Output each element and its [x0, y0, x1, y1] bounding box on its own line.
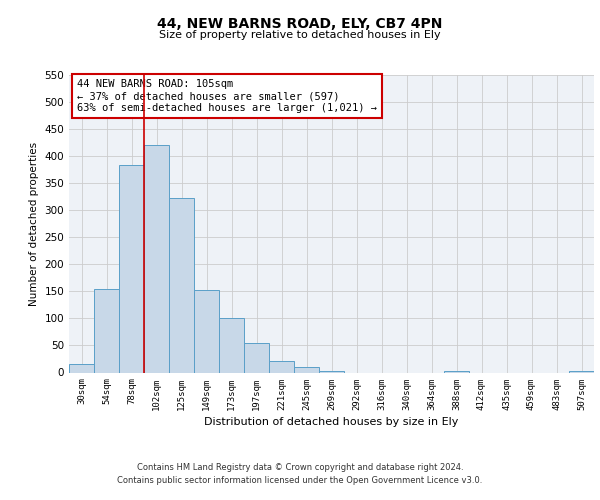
Bar	[169, 198, 194, 372]
Bar	[219, 318, 244, 372]
Bar	[294, 366, 319, 372]
Bar	[194, 290, 219, 372]
Bar	[244, 344, 269, 372]
Text: 44 NEW BARNS ROAD: 105sqm
← 37% of detached houses are smaller (597)
63% of semi: 44 NEW BARNS ROAD: 105sqm ← 37% of detac…	[77, 80, 377, 112]
Y-axis label: Number of detached properties: Number of detached properties	[29, 142, 39, 306]
Text: 44, NEW BARNS ROAD, ELY, CB7 4PN: 44, NEW BARNS ROAD, ELY, CB7 4PN	[157, 18, 443, 32]
Bar	[269, 360, 294, 372]
X-axis label: Distribution of detached houses by size in Ely: Distribution of detached houses by size …	[205, 416, 458, 426]
Text: Contains public sector information licensed under the Open Government Licence v3: Contains public sector information licen…	[118, 476, 482, 485]
Bar	[69, 364, 94, 372]
Bar	[144, 146, 169, 372]
Text: Contains HM Land Registry data © Crown copyright and database right 2024.: Contains HM Land Registry data © Crown c…	[137, 464, 463, 472]
Text: Size of property relative to detached houses in Ely: Size of property relative to detached ho…	[159, 30, 441, 40]
Bar	[119, 166, 144, 372]
Bar	[94, 288, 119, 372]
